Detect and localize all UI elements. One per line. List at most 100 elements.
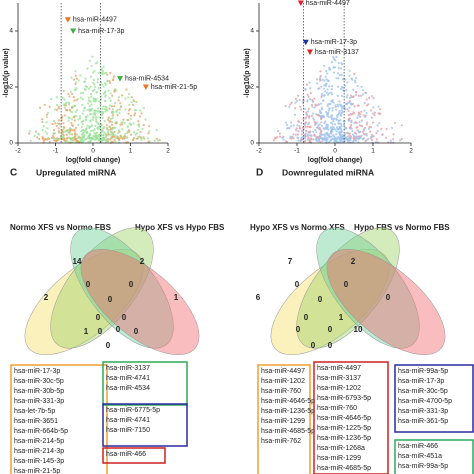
- background-point: [326, 133, 329, 136]
- background-point: [94, 85, 97, 89]
- background-point: [57, 119, 60, 122]
- background-point: [127, 96, 130, 99]
- background-point: [89, 85, 92, 88]
- list-item: hsa-miR-4497: [261, 368, 305, 375]
- background-point: [132, 122, 135, 125]
- list-item: hsa-miR-4685-5p: [317, 465, 371, 472]
- background-point: [334, 105, 337, 109]
- background-point: [77, 140, 81, 143]
- list-item: hsa-miR-145-3p: [14, 458, 64, 465]
- background-point: [365, 132, 368, 135]
- background-point: [323, 128, 326, 131]
- background-point: [106, 73, 109, 76]
- background-point: [340, 125, 343, 128]
- background-point: [304, 121, 307, 124]
- background-point: [307, 123, 310, 126]
- background-point: [123, 122, 126, 125]
- background-point: [319, 76, 322, 79]
- background-point: [46, 127, 49, 130]
- background-point: [123, 135, 126, 138]
- background-point: [320, 121, 323, 124]
- background-point: [332, 101, 335, 104]
- background-point: [117, 95, 120, 99]
- background-point: [134, 133, 137, 136]
- background-point: [74, 137, 77, 140]
- y-tick-label: 4: [250, 28, 254, 35]
- background-point: [52, 136, 55, 140]
- background-point: [358, 121, 361, 124]
- venn-count: 0: [96, 313, 101, 322]
- background-point: [105, 126, 109, 130]
- background-point: [307, 95, 310, 98]
- background-point: [106, 130, 110, 133]
- venn-ellipse: [316, 227, 420, 349]
- background-point: [68, 133, 72, 136]
- venn-count: 0: [134, 327, 139, 336]
- background-point: [71, 111, 74, 114]
- background-point: [88, 104, 91, 108]
- background-point: [61, 136, 64, 139]
- background-point: [133, 131, 136, 134]
- venn-count: 0: [328, 325, 333, 334]
- background-point: [365, 134, 368, 137]
- background-point: [325, 110, 328, 114]
- background-point: [350, 121, 353, 124]
- venn-count: 0: [318, 295, 323, 304]
- background-point: [70, 76, 73, 79]
- point-label: hsa-miR-17-3p: [311, 39, 357, 46]
- background-point: [344, 102, 348, 106]
- background-point: [48, 137, 51, 141]
- background-point: [307, 110, 310, 113]
- background-point: [95, 91, 99, 94]
- list-item: hsa-miR-30c-5p: [14, 378, 64, 385]
- background-point: [57, 127, 60, 130]
- background-point: [331, 109, 334, 112]
- background-point: [304, 88, 307, 91]
- x-tick-label: -2: [256, 148, 262, 155]
- background-point: [364, 140, 367, 143]
- background-point: [36, 136, 39, 139]
- list-item: hsa-miR-1299: [261, 418, 305, 425]
- background-point: [297, 139, 300, 142]
- list-box: [257, 364, 311, 474]
- background-point: [61, 129, 64, 132]
- background-point: [64, 104, 67, 107]
- background-point: [347, 109, 350, 113]
- background-point: [310, 134, 313, 137]
- background-point: [51, 134, 55, 137]
- background-point: [115, 122, 118, 125]
- background-point: [110, 135, 113, 138]
- background-point: [381, 133, 384, 136]
- labeled-point: [64, 17, 71, 23]
- background-point: [289, 135, 292, 138]
- venn-count: 0: [344, 280, 349, 289]
- background-point: [55, 108, 58, 111]
- background-point: [104, 105, 107, 108]
- background-point: [92, 112, 95, 115]
- background-point: [86, 67, 89, 70]
- background-point: [113, 130, 116, 133]
- venn-count: 2: [140, 257, 145, 266]
- background-point: [96, 81, 99, 84]
- background-point: [73, 135, 76, 138]
- background-point: [348, 99, 352, 103]
- background-point: [360, 119, 363, 122]
- background-point: [299, 105, 302, 108]
- background-point: [300, 136, 303, 139]
- background-point: [292, 137, 295, 140]
- background-point: [313, 120, 316, 124]
- background-point: [92, 115, 95, 119]
- background-point: [92, 71, 95, 74]
- background-point: [95, 61, 98, 64]
- background-point: [353, 79, 357, 82]
- background-point: [109, 104, 112, 107]
- background-point: [295, 99, 298, 103]
- background-point: [290, 101, 293, 104]
- background-point: [372, 106, 375, 109]
- background-point: [331, 106, 334, 110]
- list-item: hsa-miR-7150: [106, 427, 150, 434]
- background-point: [307, 107, 310, 110]
- background-point: [340, 67, 343, 70]
- background-point: [336, 94, 339, 97]
